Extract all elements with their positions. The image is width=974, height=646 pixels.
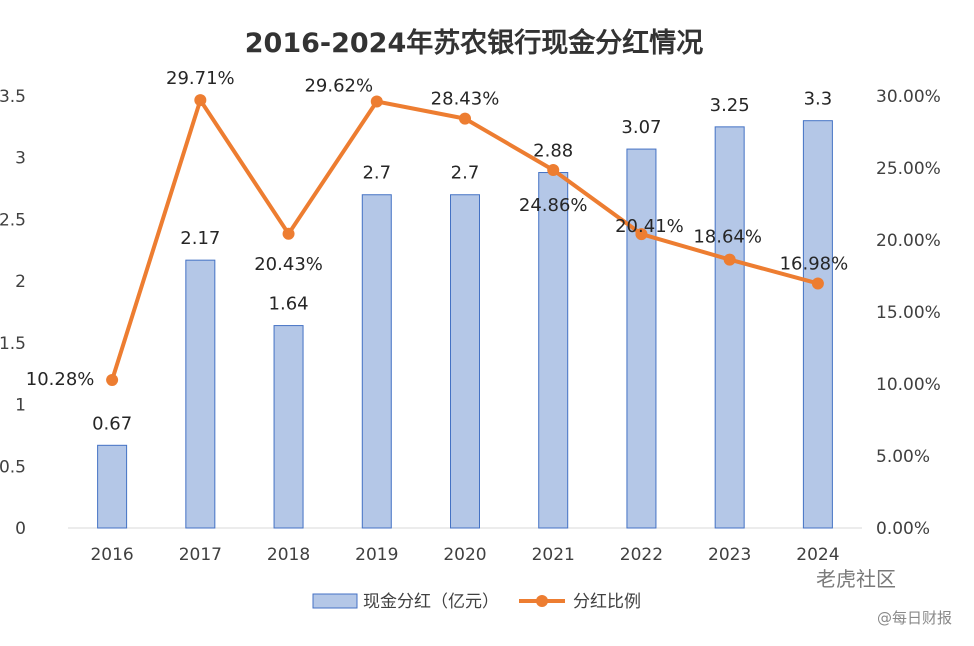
bar [273, 325, 304, 529]
y-left-tick-label: 2 [15, 272, 26, 292]
legend-line-marker [536, 595, 548, 607]
x-tick-label: 2020 [443, 545, 486, 565]
bar [97, 444, 128, 529]
y-right-tick-label: 20.00% [876, 231, 941, 251]
bar [185, 259, 216, 529]
ratio-value-label: 20.41% [615, 216, 684, 237]
x-tick-label: 2024 [796, 545, 839, 565]
ratio-value-label: 24.86% [519, 195, 588, 216]
y-left-tick-label: 0 [15, 519, 26, 539]
ratio-value-label: 29.62% [304, 75, 373, 96]
legend-line-label: 分红比例 [573, 592, 641, 612]
legend-bar-label: 现金分红（亿元） [363, 592, 499, 612]
bar-value-label: 2.88 [533, 141, 573, 162]
bar-value-label: 2.7 [451, 163, 480, 184]
ratio-value-label: 10.28% [26, 369, 95, 390]
bar [626, 148, 657, 529]
ratio-value-label: 28.43% [431, 89, 500, 110]
y-right-tick-label: 30.00% [876, 87, 941, 107]
ratio-point [723, 253, 736, 266]
y-left-tick-label: 3 [15, 149, 26, 169]
x-tick-label: 2023 [708, 545, 751, 565]
y-right-tick-label: 10.00% [876, 375, 941, 395]
bar [538, 172, 569, 529]
ratio-point [547, 164, 560, 177]
y-right-tick-label: 0.00% [876, 519, 930, 539]
ratio-point [370, 95, 383, 108]
x-tick-label: 2018 [267, 545, 310, 565]
x-tick-label: 2022 [620, 545, 663, 565]
x-tick-label: 2016 [90, 545, 133, 565]
y-left-tick-label: 3.5 [0, 87, 26, 107]
ratio-point [106, 373, 119, 386]
x-tick-label: 2017 [179, 545, 222, 565]
watermark-tiger-community: 老虎社区 [816, 567, 896, 591]
y-left-tick-label: 1 [15, 396, 26, 416]
bar-value-label: 1.64 [269, 294, 309, 315]
x-tick-label: 2021 [532, 545, 575, 565]
bar-value-label: 3.3 [804, 89, 833, 110]
ratio-point [459, 112, 471, 125]
y-left-tick-label: 0.5 [0, 457, 26, 477]
ratio-point [635, 228, 648, 241]
bar-value-label: 2.17 [180, 228, 220, 249]
ratio-value-label: 29.71% [166, 68, 235, 89]
y-right-tick-label: 15.00% [876, 303, 941, 323]
ratio-value-label: 16.98% [780, 253, 849, 274]
bar [714, 126, 745, 529]
ratio-point [194, 94, 207, 107]
y-right-tick-label: 5.00% [876, 447, 930, 467]
bar-value-label: 0.67 [92, 413, 132, 434]
bar-value-label: 3.07 [621, 117, 661, 138]
ratio-value-label: 18.64% [693, 227, 762, 248]
y-left-tick-label: 1.5 [0, 334, 26, 354]
bar-value-label: 3.25 [710, 95, 750, 116]
legend-bar-swatch [312, 593, 358, 609]
watermark-daily-report: @每日财报 [876, 609, 952, 627]
bar [361, 194, 392, 529]
bar-value-label: 2.7 [362, 163, 391, 184]
bar [802, 120, 833, 529]
y-left-tick-label: 2.5 [0, 210, 26, 230]
bar [450, 194, 480, 529]
y-right-tick-label: 25.00% [876, 159, 941, 179]
ratio-point [811, 277, 824, 290]
x-tick-label: 2019 [355, 545, 398, 565]
ratio-value-label: 20.43% [254, 254, 323, 275]
chart-title: 2016-2024年苏农银行现金分红情况 [245, 27, 704, 59]
ratio-point [282, 227, 295, 240]
